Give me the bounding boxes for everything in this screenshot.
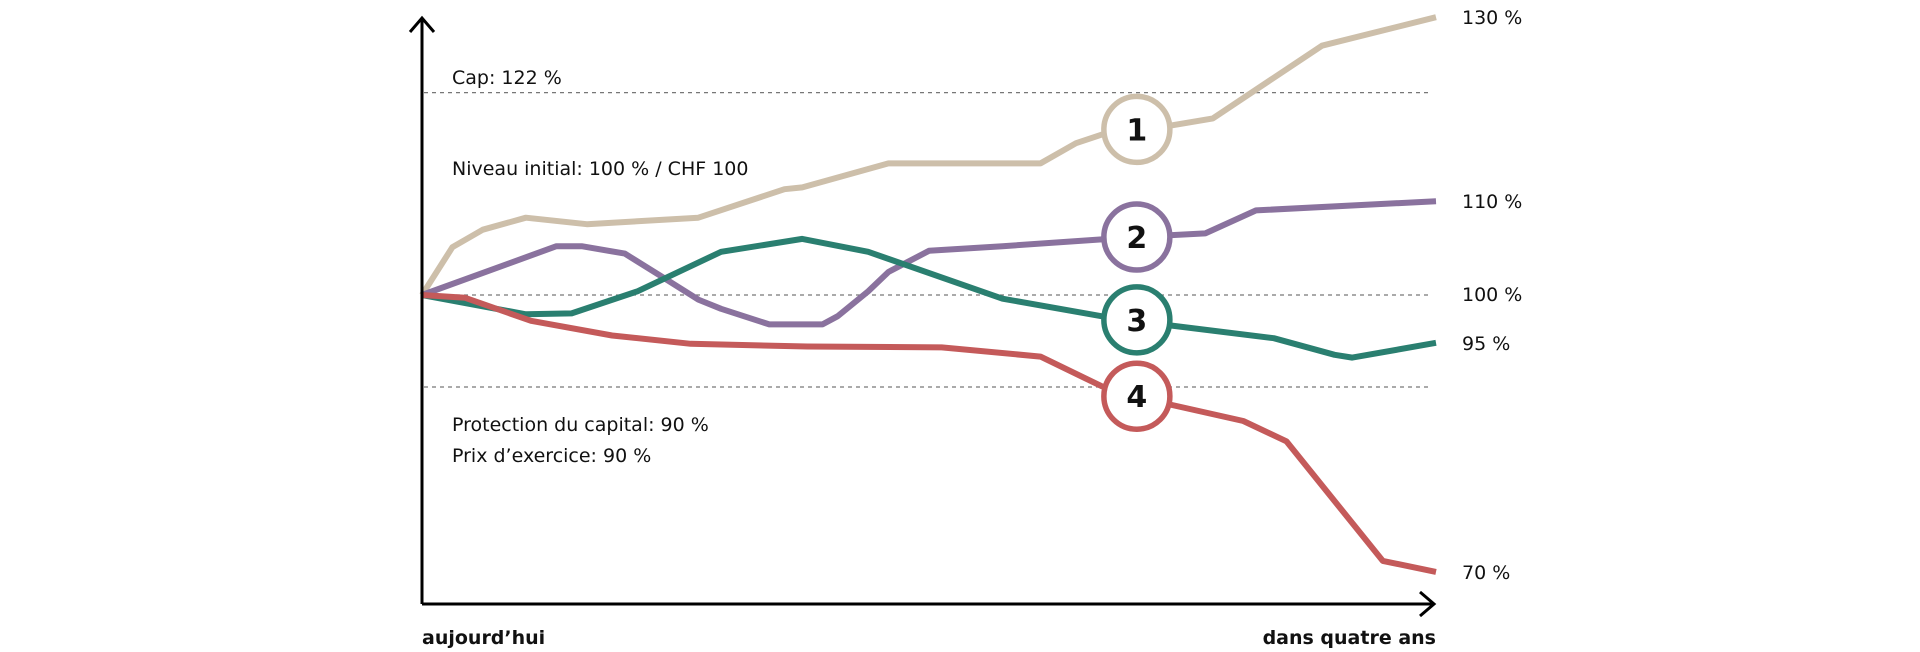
initial-level-label: Niveau initial: 100 % / CHF 100 <box>452 158 748 180</box>
marker-circle <box>1101 201 1173 273</box>
end-labels: 130 % 110 % 95 % 70 % <box>1462 7 1522 584</box>
marker-number: 1 <box>1126 113 1147 148</box>
strike-price-label: Prix d’exercice: 90 % <box>452 445 651 467</box>
marker-circle <box>1101 93 1173 166</box>
series-markers: 1 2 3 4 <box>1101 93 1173 432</box>
series-marker-3: 3 <box>1101 284 1173 356</box>
series-line-3 <box>421 235 1437 361</box>
marker-number: 3 <box>1126 304 1147 339</box>
x-axis-arrow-icon <box>1419 590 1437 618</box>
marker-circle <box>1101 284 1173 356</box>
end-label-100: 100 % <box>1462 284 1522 306</box>
series-marker-1: 1 <box>1101 93 1173 166</box>
axes <box>408 15 1437 618</box>
series-line-4 <box>421 292 1437 575</box>
end-label-4: 70 % <box>1462 562 1510 584</box>
capital-protection-label: Protection du capital: 90 % <box>452 414 709 436</box>
series-line-1 <box>419 14 1437 297</box>
series-lines <box>419 14 1437 575</box>
x-end-label: dans quatre ans <box>1263 627 1436 649</box>
series-marker-2: 2 <box>1101 201 1173 273</box>
cap-label: Cap: 122 % <box>452 67 562 89</box>
reference-lines <box>424 91 1432 388</box>
marker-circle <box>1101 360 1173 432</box>
end-label-3: 95 % <box>1462 333 1510 355</box>
end-label-2: 110 % <box>1462 191 1522 213</box>
x-start-label: aujourd’hui <box>422 627 545 649</box>
series-line-2 <box>420 198 1437 328</box>
y-axis-arrow-icon <box>408 15 436 33</box>
marker-number: 4 <box>1126 380 1147 415</box>
marker-number: 2 <box>1126 221 1147 256</box>
series-marker-4: 4 <box>1101 360 1173 432</box>
end-label-1: 130 % <box>1462 7 1522 29</box>
